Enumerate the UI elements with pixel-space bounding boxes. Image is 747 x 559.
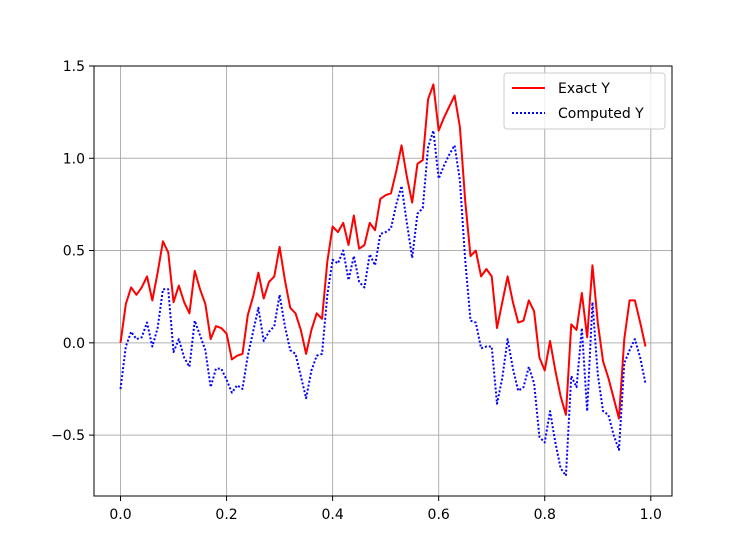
series-line-exact [119,83,647,420]
x-tick-label: 0.8 [534,507,556,523]
x-tick-label: 0.4 [321,507,343,523]
plot-frame [93,65,673,497]
x-tick-label: 0.0 [109,507,131,523]
legend: Exact Y Computed Y [503,72,666,130]
y-tick-label: 1.5 [63,59,85,75]
legend-label-computed: Computed Y [558,106,644,122]
y-tick-label: −0.5 [51,428,85,444]
legend-label-exact: Exact Y [558,81,610,97]
x-tick-label: 0.6 [428,507,450,523]
series-line-computed [119,129,647,477]
x-tick-label: 1.0 [640,507,662,523]
series-lines [119,83,647,477]
y-tick-label: 1.0 [63,151,85,167]
axis-ticks: 0.0 0.2 0.4 0.6 0.8 1.0 −0.5 0.0 0.5 1.0 1.5 [51,59,662,523]
x-tick-label: 0.2 [215,507,237,523]
y-tick-label: 0.0 [63,336,85,352]
y-tick-label: 0.5 [63,244,85,260]
grid-lines [94,65,672,496]
